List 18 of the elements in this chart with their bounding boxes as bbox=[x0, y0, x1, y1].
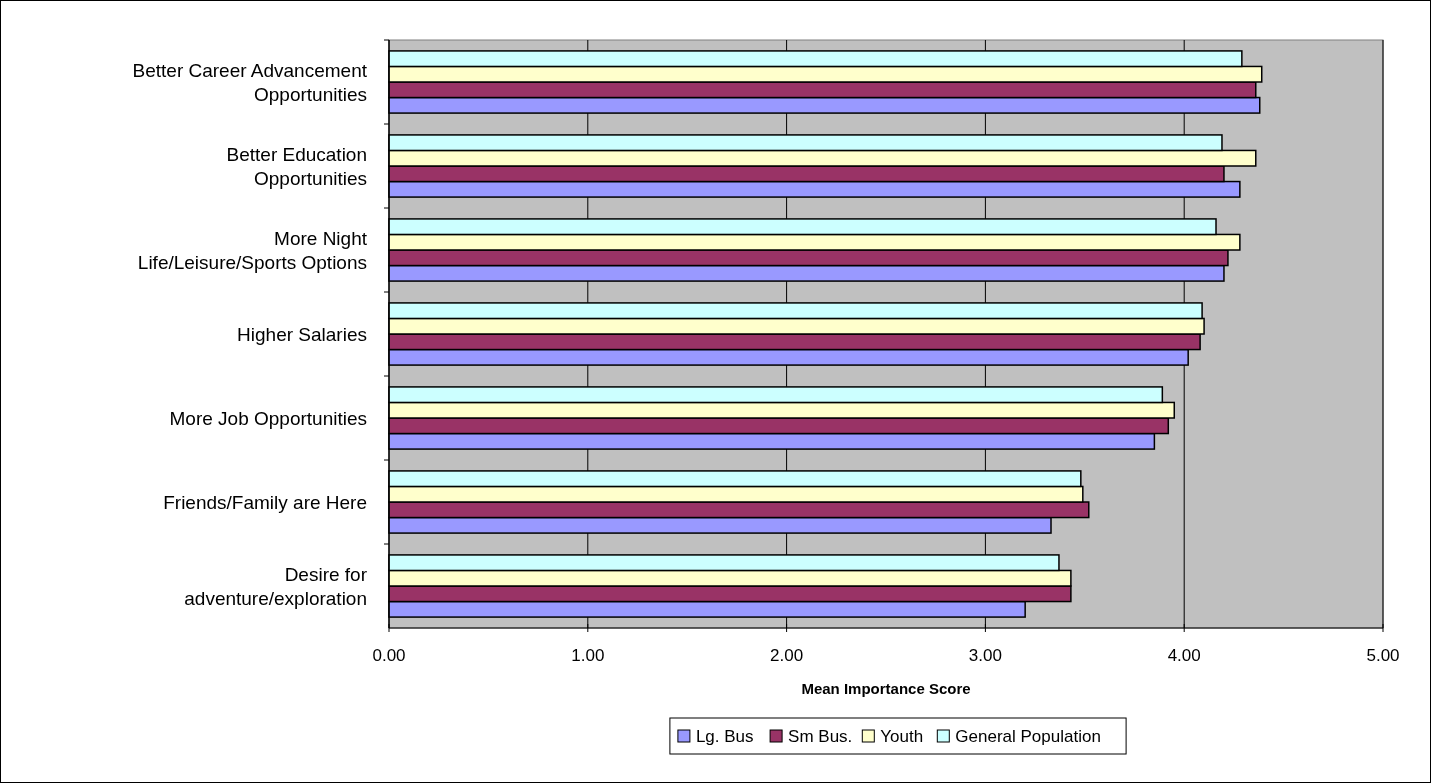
y-tick-label: More Night Life/Leisure/Sports Options bbox=[137, 228, 368, 273]
y-tick-label: Desire for adventure/exploration bbox=[184, 564, 368, 609]
y-tick-label: Better Education Opportunities bbox=[226, 144, 367, 189]
y-tick-label: More Job Opportunities bbox=[169, 408, 367, 429]
x-tick-label: 5.00 bbox=[1366, 646, 1400, 665]
y-tick-label: Higher Salaries bbox=[237, 324, 367, 345]
x-tick-label: 3.00 bbox=[968, 646, 1002, 665]
x-tick-label: 0.00 bbox=[372, 646, 406, 665]
x-axis-title: Mean Importance Score bbox=[801, 680, 971, 697]
y-tick-label: Better Career Advancement Opportunities bbox=[132, 60, 368, 105]
legend-label: Sm Bus. bbox=[788, 727, 853, 746]
x-tick-label: 1.00 bbox=[571, 646, 605, 665]
x-tick-label: 4.00 bbox=[1167, 646, 1201, 665]
legend-label: Lg. Bus bbox=[695, 727, 754, 746]
x-tick-label: 2.00 bbox=[770, 646, 804, 665]
legend-label: Youth bbox=[880, 727, 924, 746]
legend-label: General Population bbox=[955, 727, 1101, 746]
y-tick-label: Friends/Family are Here bbox=[163, 492, 367, 513]
